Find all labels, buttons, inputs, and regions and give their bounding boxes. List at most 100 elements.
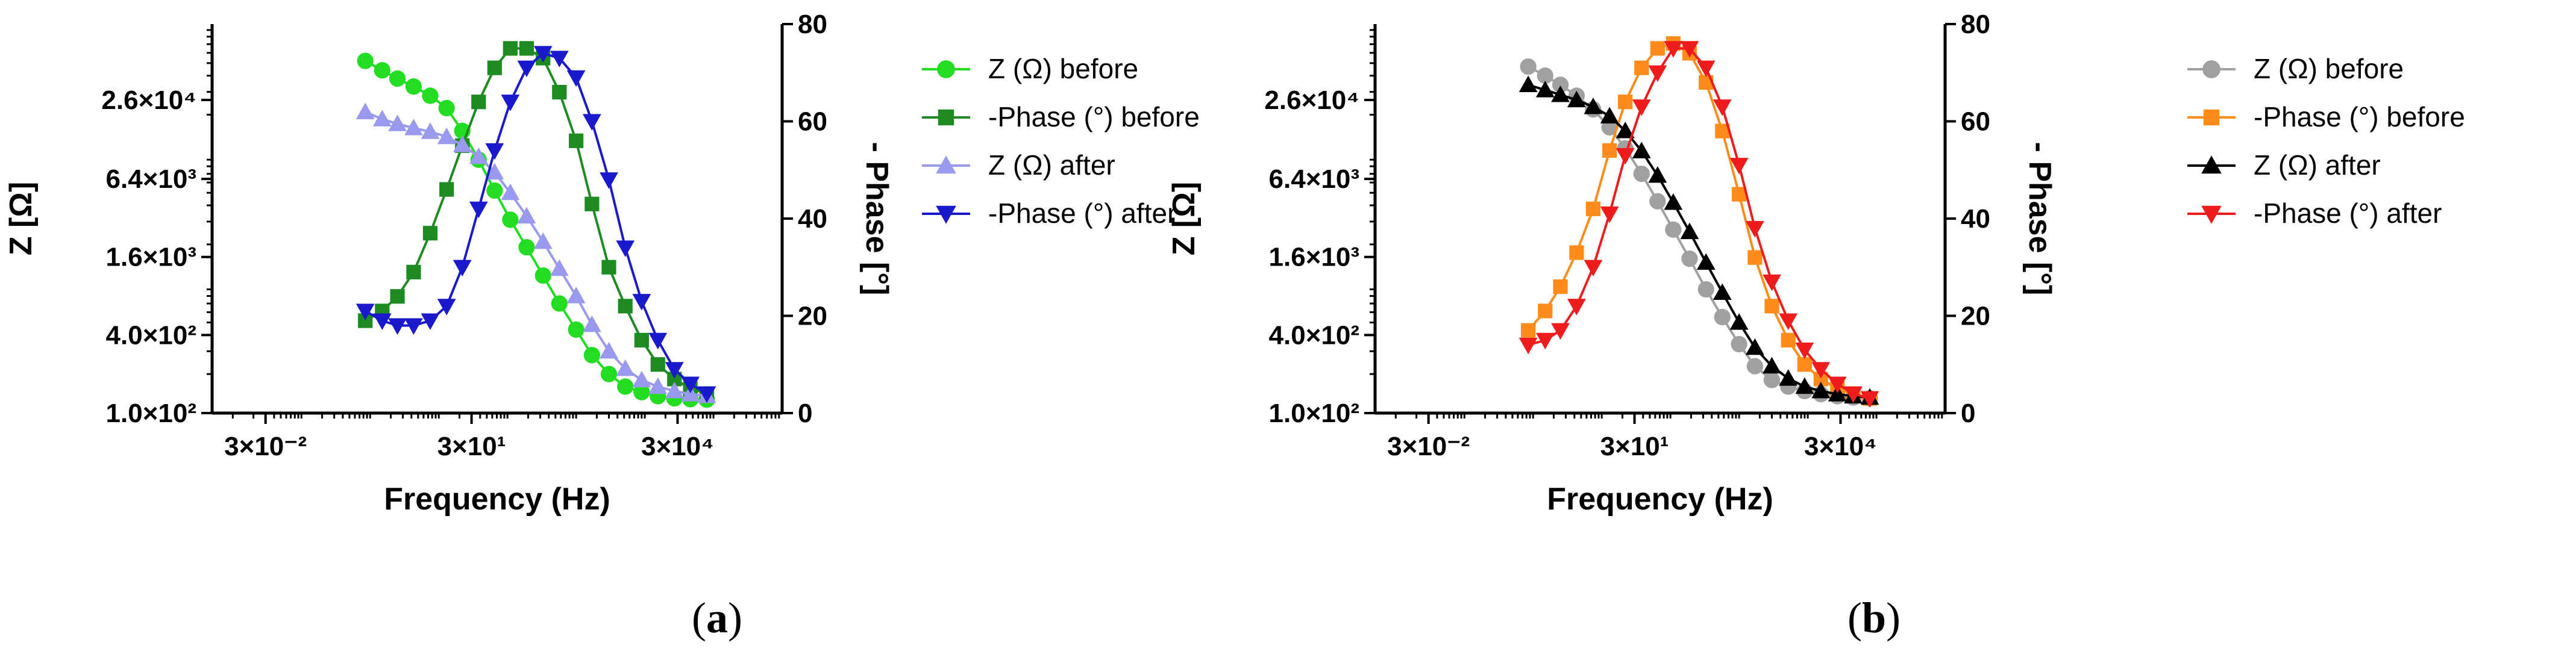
x-tick-label: 3×10⁴ — [641, 432, 714, 461]
data-point — [601, 260, 616, 275]
legend-entry: Z (Ω) before — [2254, 53, 2404, 84]
data-point — [533, 46, 553, 63]
data-point — [485, 163, 504, 180]
data-point — [566, 287, 586, 303]
data-point — [534, 267, 551, 284]
data-point — [1731, 335, 1747, 353]
y2-tick-label: 20 — [798, 302, 827, 331]
data-point — [600, 341, 618, 359]
legend-marker — [2201, 155, 2222, 174]
x-tick-label: 3×10¹ — [1600, 432, 1669, 461]
data-point — [357, 52, 374, 69]
data-point — [1763, 274, 1781, 291]
data-point — [632, 370, 651, 388]
data-point — [1746, 358, 1764, 375]
panel-label-a: (a) — [692, 594, 742, 642]
legend-marker — [938, 109, 954, 126]
data-point — [404, 119, 423, 135]
data-point — [1551, 323, 1570, 340]
x-axis-title: Frequency (Hz) — [1547, 482, 1773, 517]
series-line — [1528, 65, 1870, 400]
data-point — [519, 41, 534, 56]
data-point — [404, 318, 423, 335]
data-point — [390, 289, 405, 304]
series-2 — [1518, 75, 1879, 405]
y-tick-label: 1.0×10² — [1269, 399, 1359, 428]
legend-entry: -Phase (°) before — [2254, 101, 2465, 132]
data-point — [1650, 41, 1665, 56]
data-point — [1828, 376, 1847, 393]
data-point — [1781, 332, 1796, 347]
data-point — [1520, 58, 1537, 75]
y2-tick-label: 0 — [798, 399, 812, 428]
data-point — [1696, 60, 1716, 78]
data-point — [618, 299, 633, 314]
data-point — [1713, 99, 1732, 116]
data-point — [1584, 260, 1603, 277]
y2-tick-label: 40 — [1961, 204, 1990, 234]
y-axis-title: Z [Ω] — [4, 182, 39, 256]
data-point — [568, 321, 584, 338]
data-point — [503, 41, 518, 56]
x-tick-label: 3×10⁻² — [224, 432, 307, 461]
series-line — [365, 47, 707, 395]
data-point — [1632, 142, 1651, 158]
data-point — [1615, 122, 1635, 138]
data-point — [1600, 107, 1619, 123]
data-point — [1795, 342, 1814, 359]
data-point — [648, 332, 668, 350]
data-point — [569, 133, 584, 148]
data-point — [1602, 143, 1617, 158]
x-tick-label: 3×10⁴ — [1804, 432, 1877, 461]
data-point — [583, 347, 601, 364]
data-point — [1648, 166, 1667, 183]
data-point — [1521, 323, 1536, 338]
data-point — [665, 362, 684, 379]
data-point — [1729, 158, 1749, 175]
data-point — [1537, 67, 1553, 84]
legend-entry: Z (Ω) before — [988, 53, 1138, 84]
data-point — [552, 84, 567, 100]
data-point — [616, 240, 635, 257]
chart-panel-a: 1.0×10² 4.0×10² 1.6×10³ 6.4×10³ 2.6×10⁴ 0 20 40… — [4, 10, 1200, 517]
panel-label-b: (b) — [1847, 594, 1901, 642]
data-point — [617, 378, 634, 395]
data-point — [582, 315, 601, 332]
data-point — [1552, 76, 1569, 93]
data-point — [356, 102, 375, 120]
legend: Z (Ω) before -Phase (°) before Z (Ω) after… — [922, 53, 1200, 229]
data-point — [550, 51, 569, 67]
data-point — [502, 211, 519, 228]
legend-entry: Z (Ω) after — [2254, 149, 2381, 181]
data-point — [421, 122, 440, 139]
data-point — [1779, 369, 1798, 386]
data-point — [356, 303, 375, 320]
data-point — [1680, 222, 1699, 240]
y2-axis-title: - Phase [°] — [859, 142, 894, 296]
data-point — [633, 384, 650, 400]
data-point — [501, 95, 520, 111]
legend-marker — [936, 155, 956, 174]
data-point — [1538, 303, 1553, 319]
data-point — [1664, 41, 1683, 58]
data-point — [517, 207, 536, 224]
series-line — [1527, 42, 1870, 400]
y-tick-label: 4.0×10² — [106, 320, 196, 350]
data-point — [1764, 299, 1779, 314]
data-point — [1569, 245, 1584, 260]
y-axis-title: Z [Ω] — [1167, 182, 1202, 256]
series-line — [365, 60, 707, 401]
legend-marker — [2201, 205, 2222, 224]
data-point — [453, 135, 472, 152]
legend-entry: -Phase (°) after — [988, 198, 1176, 229]
legend-entry: -Phase (°) before — [988, 101, 1200, 132]
y-tick-label: 1.6×10³ — [1269, 243, 1359, 272]
data-point — [616, 359, 635, 376]
data-point — [437, 299, 456, 316]
x-axis-title: Frequency (Hz) — [384, 482, 610, 517]
data-point — [1811, 362, 1831, 379]
data-point — [1696, 253, 1716, 270]
series-2 — [356, 102, 716, 403]
data-point — [1634, 60, 1649, 75]
data-point — [582, 114, 601, 131]
